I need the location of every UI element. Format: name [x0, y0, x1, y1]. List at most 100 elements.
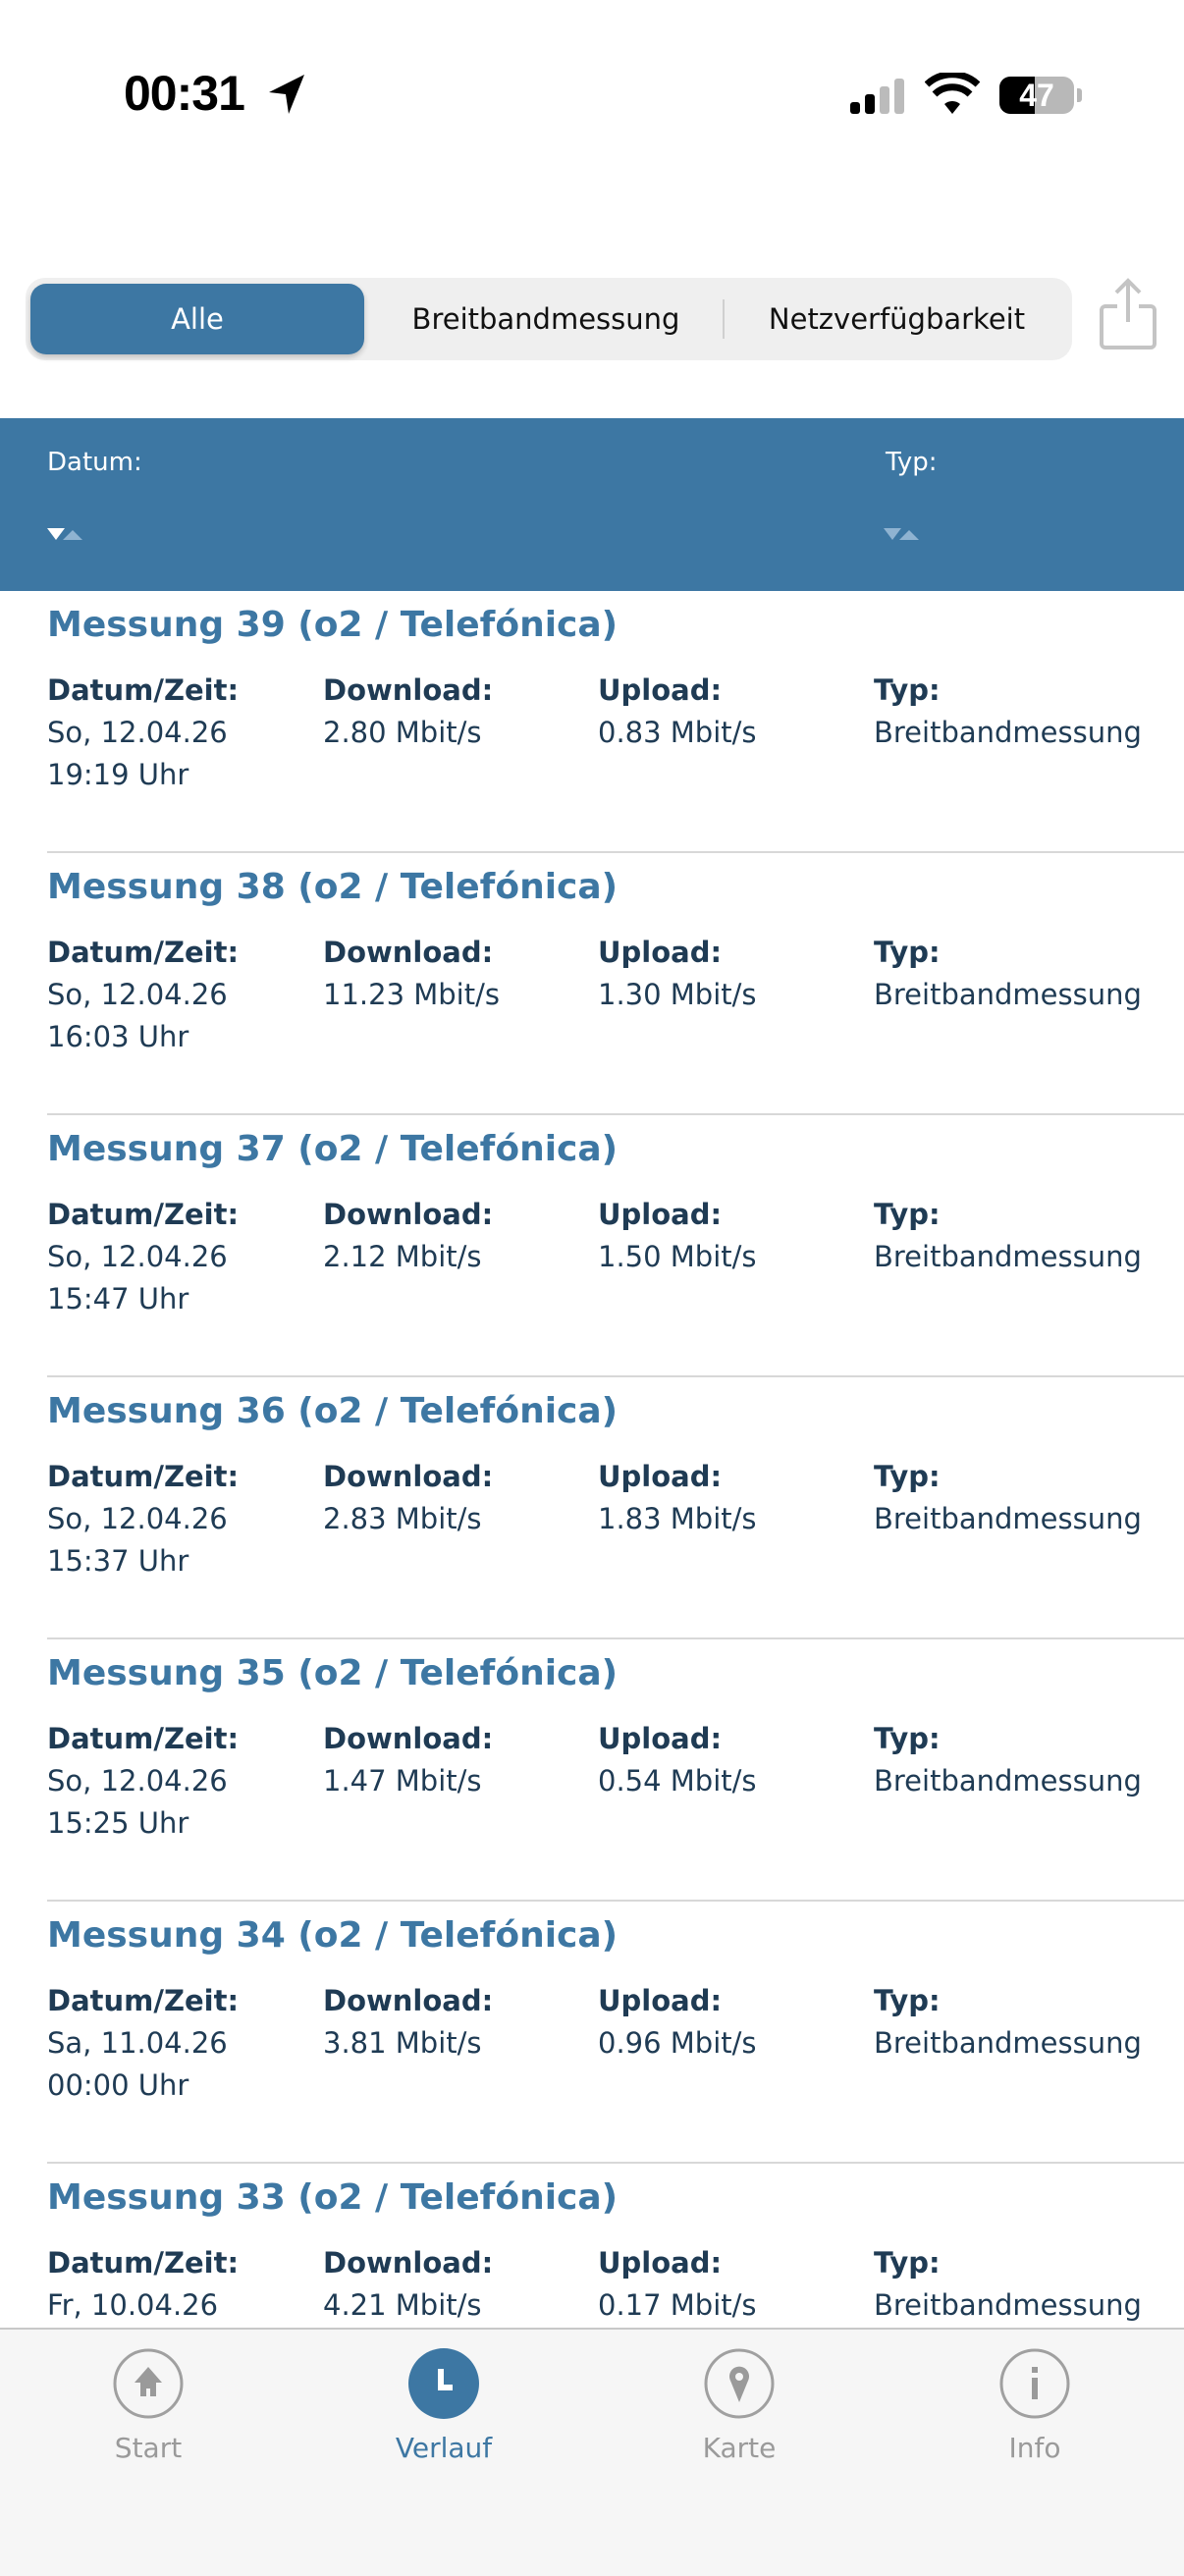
download-value: 2.83 Mbit/s: [323, 1502, 482, 1535]
type-value: Breitbandmessung: [874, 1764, 1142, 1798]
type-value: Breitbandmessung: [874, 2026, 1142, 2060]
type-label: Typ:: [874, 1984, 941, 2017]
download-column: Download: 11.23 Mbit/s: [323, 932, 500, 1016]
upload-column: Upload: 0.54 Mbit/s: [598, 1718, 757, 1802]
download-label: Download:: [323, 1460, 494, 1493]
datetime-value: 16:03 Uhr: [47, 1020, 189, 1053]
datetime-value: 00:00 Uhr: [47, 2068, 189, 2102]
type-label: Typ:: [874, 1460, 941, 1493]
tab-info[interactable]: Info: [937, 2347, 1133, 2464]
download-column: Download: 1.47 Mbit/s: [323, 1718, 493, 1802]
download-column: Download: 2.80 Mbit/s: [323, 670, 493, 754]
datetime-label: Datum/Zeit:: [47, 2246, 240, 2280]
download-label: Download:: [323, 1722, 494, 1755]
measurement-row[interactable]: Messung 37 (o2 / Telefónica) Datum/Zeit: S…: [47, 1115, 1184, 1377]
download-label: Download:: [323, 936, 494, 969]
upload-column: Upload: 0.96 Mbit/s: [598, 1980, 757, 2065]
upload-column: Upload: 0.83 Mbit/s: [598, 670, 757, 754]
download-value: 2.80 Mbit/s: [323, 716, 482, 749]
datetime-value: So, 12.04.26: [47, 716, 228, 749]
download-column: Download: 3.81 Mbit/s: [323, 1980, 493, 2065]
type-label: Typ:: [874, 2246, 941, 2280]
measurement-row[interactable]: Messung 35 (o2 / Telefónica) Datum/Zeit: S…: [47, 1639, 1184, 1902]
datetime-column: Datum/Zeit: Sa, 11.04.26 00:00 Uhr: [47, 1980, 239, 2107]
download-column: Download: 4.21 Mbit/s: [323, 2242, 493, 2327]
type-label: Typ:: [874, 936, 941, 969]
datetime-column: Datum/Zeit: So, 12.04.26 15:25 Uhr: [47, 1718, 239, 1845]
datetime-value: So, 12.04.26: [47, 1240, 228, 1273]
upload-value: 0.17 Mbit/s: [598, 2288, 757, 2322]
segment-divider: [723, 299, 725, 339]
download-value: 3.81 Mbit/s: [323, 2026, 482, 2060]
measurement-title: Messung 39 (o2 / Telefónica): [47, 605, 619, 645]
datetime-column: Datum/Zeit: Fr, 10.04.26: [47, 2242, 239, 2327]
download-label: Download:: [323, 1984, 494, 2017]
upload-label: Upload:: [598, 1722, 723, 1755]
measurement-title: Messung 33 (o2 / Telefónica): [47, 2177, 619, 2218]
datetime-column: Datum/Zeit: So, 12.04.26 19:19 Uhr: [47, 670, 239, 796]
type-value: Breitbandmessung: [874, 2288, 1142, 2322]
datetime-value: 15:37 Uhr: [47, 1544, 189, 1578]
measurement-row[interactable]: Messung 34 (o2 / Telefónica) Datum/Zeit: S…: [47, 1902, 1184, 2164]
measurement-row[interactable]: Messung 36 (o2 / Telefónica) Datum/Zeit: S…: [47, 1377, 1184, 1639]
measurement-row[interactable]: Messung 38 (o2 / Telefónica) Datum/Zeit: S…: [47, 853, 1184, 1115]
type-label: Typ:: [874, 1722, 941, 1755]
upload-column: Upload: 1.83 Mbit/s: [598, 1456, 757, 1540]
tab-karte[interactable]: Karte: [641, 2347, 837, 2464]
type-label: Typ:: [874, 673, 941, 707]
datetime-label: Datum/Zeit:: [47, 1460, 240, 1493]
status-time: 00:31: [124, 66, 245, 121]
type-column: Typ: Breitbandmessung: [874, 1980, 1142, 2065]
tab-label: Karte: [702, 2432, 777, 2464]
segment-netzverfuegbarkeit[interactable]: Netzverfügbarkeit: [727, 284, 1066, 354]
type-value: Breitbandmessung: [874, 716, 1142, 749]
sort-datum-icon[interactable]: [47, 526, 86, 542]
measurement-title: Messung 36 (o2 / Telefónica): [47, 1391, 619, 1431]
battery-icon: 47: [999, 77, 1074, 114]
share-icon[interactable]: [1098, 277, 1158, 351]
header-typ[interactable]: Typ:: [886, 448, 938, 477]
type-value: Breitbandmessung: [874, 1240, 1142, 1273]
header-datum[interactable]: Datum:: [47, 448, 142, 477]
download-value: 11.23 Mbit/s: [323, 978, 500, 1011]
tab-label: Verlauf: [395, 2432, 493, 2464]
datetime-value: Fr, 10.04.26: [47, 2288, 219, 2322]
tab-label: Start: [114, 2432, 183, 2464]
type-column: Typ: Breitbandmessung: [874, 1718, 1142, 1802]
datetime-value: 15:47 Uhr: [47, 1282, 189, 1315]
status-bar: 00:31 47: [0, 0, 1184, 177]
upload-column: Upload: 0.17 Mbit/s: [598, 2242, 757, 2327]
measurement-row[interactable]: Messung 33 (o2 / Telefónica) Datum/Zeit: F…: [47, 2164, 1184, 2328]
tab-verlauf[interactable]: Verlauf: [346, 2347, 542, 2464]
measurement-row[interactable]: Messung 39 (o2 / Telefónica) Datum/Zeit: S…: [47, 591, 1184, 853]
location-arrow-icon: [269, 75, 304, 114]
datetime-column: Datum/Zeit: So, 12.04.26 15:47 Uhr: [47, 1194, 239, 1320]
segment-alle[interactable]: Alle: [30, 284, 364, 354]
segment-breitbandmessung[interactable]: Breitbandmessung: [374, 284, 718, 354]
datetime-label: Datum/Zeit:: [47, 1198, 240, 1231]
sort-typ-icon[interactable]: [884, 526, 923, 542]
datetime-label: Datum/Zeit:: [47, 673, 240, 707]
upload-label: Upload:: [598, 673, 723, 707]
upload-column: Upload: 1.30 Mbit/s: [598, 932, 757, 1016]
upload-value: 0.96 Mbit/s: [598, 2026, 757, 2060]
upload-value: 0.54 Mbit/s: [598, 1764, 757, 1798]
datetime-value: So, 12.04.26: [47, 1502, 228, 1535]
tab-start[interactable]: Start: [50, 2347, 246, 2464]
datetime-label: Datum/Zeit:: [47, 1722, 240, 1755]
type-column: Typ: Breitbandmessung: [874, 932, 1142, 1016]
type-value: Breitbandmessung: [874, 978, 1142, 1011]
download-label: Download:: [323, 1198, 494, 1231]
upload-label: Upload:: [598, 1198, 723, 1231]
download-label: Download:: [323, 2246, 494, 2280]
datetime-value: So, 12.04.26: [47, 978, 228, 1011]
datetime-column: Datum/Zeit: So, 12.04.26 16:03 Uhr: [47, 932, 239, 1058]
type-column: Typ: Breitbandmessung: [874, 2242, 1142, 2327]
download-label: Download:: [323, 673, 494, 707]
map-pin-icon: [704, 2348, 775, 2419]
datetime-value: So, 12.04.26: [47, 1764, 228, 1798]
measurement-title: Messung 35 (o2 / Telefónica): [47, 1653, 619, 1693]
upload-value: 1.83 Mbit/s: [598, 1502, 757, 1535]
cellular-signal-icon: [850, 79, 904, 114]
table-header: Datum: Typ:: [0, 418, 1184, 591]
